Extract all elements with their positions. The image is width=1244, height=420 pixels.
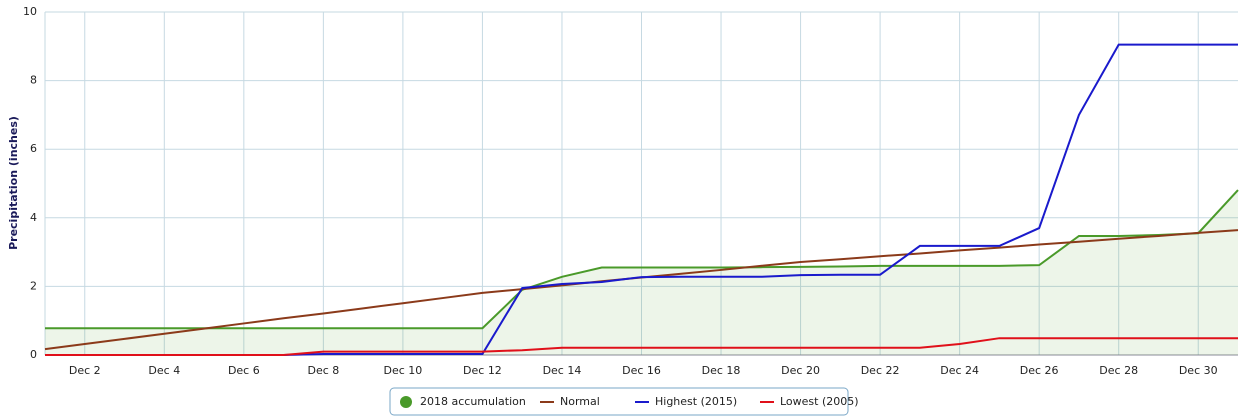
- x-tick-label: Dec 4: [148, 364, 180, 377]
- x-tick-label: Dec 8: [307, 364, 339, 377]
- x-tick-label: Dec 20: [781, 364, 820, 377]
- y-axis-label: Precipitation (inches): [7, 116, 20, 250]
- x-tick-label: Dec 16: [622, 364, 661, 377]
- y-tick-label: 10: [23, 5, 37, 18]
- x-tick-label: Dec 6: [228, 364, 260, 377]
- legend-label: 2018 accumulation: [420, 395, 526, 408]
- y-tick-label: 0: [30, 348, 37, 361]
- x-tick-label: Dec 18: [702, 364, 741, 377]
- legend-box: [389, 387, 849, 416]
- line: [45, 337, 1238, 356]
- y-tick-label: 2: [30, 279, 37, 292]
- x-tick-label: Dec 30: [1179, 364, 1218, 377]
- y-tick-label: 6: [30, 142, 37, 155]
- x-tick-label: Dec 14: [543, 364, 582, 377]
- y-tick-label: 4: [30, 211, 37, 224]
- legend-marker: [400, 396, 412, 408]
- area: [45, 190, 1238, 355]
- x-tick-label: Dec 2: [69, 364, 101, 377]
- y-tick-label: 8: [30, 74, 37, 87]
- legend-label: Highest (2015): [655, 395, 737, 408]
- x-tick-label: Dec 22: [861, 364, 900, 377]
- legend-label: Lowest (2005): [780, 395, 859, 408]
- x-tick-label: Dec 24: [940, 364, 979, 377]
- line: [45, 189, 1239, 330]
- x-tick-label: Dec 10: [384, 364, 423, 377]
- x-tick-label: Dec 12: [463, 364, 502, 377]
- x-tick-label: Dec 28: [1099, 364, 1138, 377]
- legend-label: Normal: [560, 395, 600, 408]
- x-tick-label: Dec 26: [1020, 364, 1059, 377]
